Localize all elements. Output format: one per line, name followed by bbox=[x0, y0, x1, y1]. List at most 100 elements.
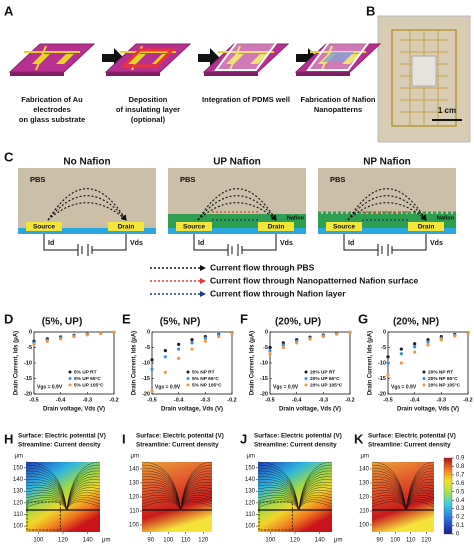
drain-label: Drain bbox=[118, 224, 135, 231]
streamline bbox=[25, 501, 67, 511]
annotation: Vgs = 0.9V bbox=[155, 384, 181, 390]
x-tick-label: -0.4 bbox=[410, 397, 420, 403]
step-caption: Nanopatterns bbox=[314, 105, 362, 114]
x-tick-label: -0.4 bbox=[292, 397, 302, 403]
x-tick-label: 110 bbox=[406, 538, 416, 544]
x-tick-label: 120 bbox=[58, 538, 69, 544]
legend-text: 5% NP RT bbox=[192, 369, 215, 375]
map-title: Surface: Electric potential (V) bbox=[254, 433, 342, 440]
x-tick-label: 120 bbox=[421, 538, 432, 544]
data-point bbox=[99, 331, 103, 336]
y-tick-label: -15 bbox=[378, 376, 386, 382]
data-point bbox=[112, 330, 116, 334]
data-point bbox=[399, 361, 403, 365]
nafion-label: Nafion bbox=[287, 215, 305, 221]
electrode bbox=[342, 54, 360, 64]
data-point bbox=[413, 350, 417, 354]
x-tick-label: -0.5 bbox=[383, 397, 392, 403]
data-point bbox=[413, 345, 417, 349]
voltage-label: Vds bbox=[280, 240, 293, 247]
x-tick-label: -0.2 bbox=[109, 397, 118, 403]
pbs-label: PBS bbox=[330, 175, 345, 184]
streamline bbox=[298, 501, 333, 511]
legend-marker bbox=[304, 383, 308, 387]
pbs-flow bbox=[47, 188, 127, 221]
y-tick-label: 100 bbox=[359, 523, 370, 529]
y-axis-label: Drain Current, Ids (μA) bbox=[250, 331, 256, 395]
data-point bbox=[453, 334, 457, 338]
device-photo bbox=[377, 15, 471, 143]
electrode-lead bbox=[218, 45, 274, 71]
data-point bbox=[281, 343, 285, 347]
x-tick-label: -0.4 bbox=[56, 397, 66, 403]
pbs-label: PBS bbox=[180, 175, 195, 184]
circuit bbox=[193, 234, 277, 256]
y-tick-label: 110 bbox=[129, 509, 139, 515]
pbs bbox=[18, 168, 156, 228]
colorbar-label: 0.4 bbox=[456, 498, 465, 504]
x-axis-label: Drain voltage, Vds (V) bbox=[279, 407, 341, 413]
panel-letter: G bbox=[358, 311, 368, 326]
colorbar-label: 0.7 bbox=[456, 472, 465, 478]
step-caption: Deposition bbox=[129, 95, 168, 104]
data-point bbox=[163, 370, 167, 374]
electrode bbox=[250, 54, 268, 64]
y-tick-label: -10 bbox=[24, 360, 32, 366]
data-point bbox=[386, 355, 390, 359]
y-tick-label: 100 bbox=[129, 523, 140, 529]
step-caption: Integration of PDMS well bbox=[202, 95, 290, 104]
legend-marker bbox=[304, 370, 308, 374]
y-tick-label: 150 bbox=[245, 465, 256, 471]
y-tick-label: 130 bbox=[13, 489, 24, 495]
unit-label: μm bbox=[361, 454, 369, 460]
data-point bbox=[308, 337, 312, 341]
panel-letter: B bbox=[366, 3, 375, 18]
y-tick-label: 0 bbox=[383, 329, 386, 335]
y-tick-label: 130 bbox=[359, 481, 370, 487]
legend-arrowhead bbox=[200, 291, 206, 297]
x-tick-label: -0.5 bbox=[265, 397, 274, 403]
y-tick-label: 100 bbox=[13, 524, 24, 530]
chart-title: (20%, UP) bbox=[275, 317, 321, 328]
substrate bbox=[318, 228, 456, 234]
circuit bbox=[43, 234, 127, 256]
drain bbox=[258, 222, 294, 231]
y-tick-label: 120 bbox=[129, 495, 140, 501]
y-tick-label: -20 bbox=[24, 391, 32, 397]
legend-marker bbox=[68, 370, 72, 374]
pbs-flow bbox=[347, 202, 427, 221]
x-tick-label: -0.3 bbox=[201, 397, 210, 403]
unit-label: μm bbox=[247, 454, 255, 460]
x-tick-label: 120 bbox=[290, 538, 301, 544]
legend-marker bbox=[422, 377, 426, 380]
data-point bbox=[150, 358, 154, 362]
legend-text: 5% NP 105°C bbox=[192, 382, 222, 388]
source-label: Source bbox=[333, 224, 355, 231]
x-tick-label: -0.3 bbox=[437, 397, 446, 403]
data-point bbox=[268, 352, 272, 356]
colorbar-label: 0.9 bbox=[456, 456, 465, 462]
y-tick-label: 110 bbox=[245, 512, 255, 518]
unit-label: μm bbox=[334, 538, 342, 544]
colorbar-label: 0.8 bbox=[456, 464, 465, 470]
data-point bbox=[177, 342, 181, 346]
y-tick-label: -15 bbox=[24, 376, 32, 382]
y-tick-label: 140 bbox=[13, 477, 24, 483]
legend-text: 5% UP 65°C bbox=[74, 376, 101, 382]
data-point bbox=[426, 343, 430, 347]
data-point bbox=[32, 342, 36, 346]
data-point bbox=[59, 337, 63, 341]
unit-label: μm bbox=[102, 538, 110, 544]
data-point bbox=[295, 341, 299, 345]
electrode-lead bbox=[24, 45, 80, 71]
legend-text: 5% NP 65°C bbox=[192, 376, 219, 382]
y-tick-label: 110 bbox=[13, 512, 23, 518]
streamlines bbox=[371, 461, 435, 511]
x-axis-label: Drain voltage, Vds (V) bbox=[43, 407, 105, 413]
step-caption: electrodes bbox=[33, 105, 71, 114]
data-point bbox=[177, 347, 181, 351]
legend-text: 20% NP RT bbox=[428, 369, 453, 375]
y-tick-label: -15 bbox=[260, 376, 268, 382]
y-tick-label: -10 bbox=[142, 360, 150, 366]
